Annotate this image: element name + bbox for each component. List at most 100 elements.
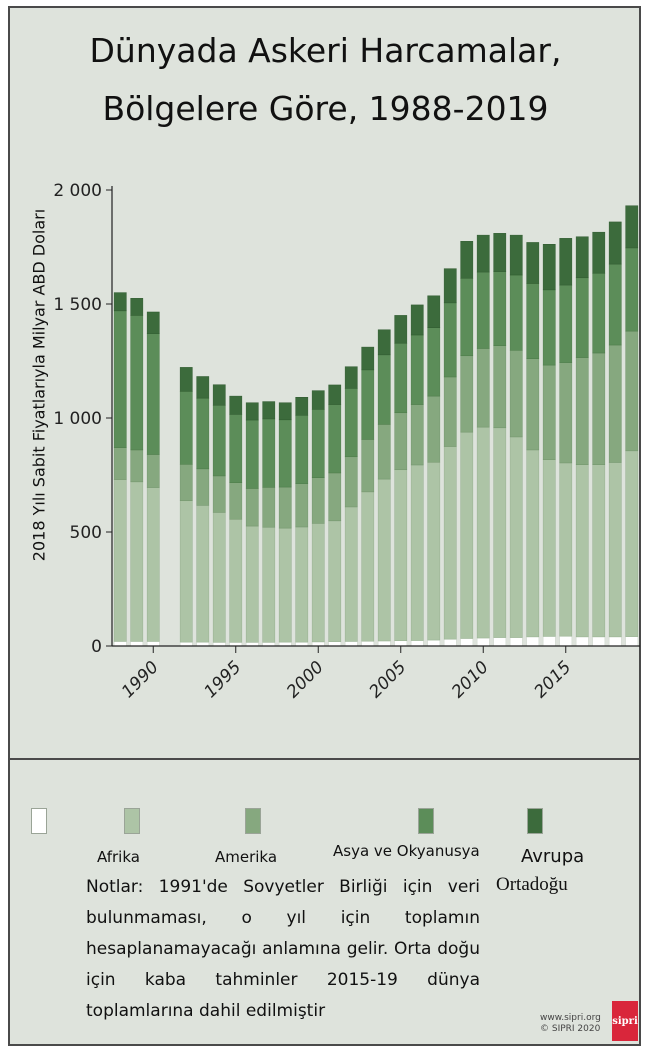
- bar-segment: [344, 388, 358, 458]
- bar-segment: [311, 477, 325, 524]
- bar-segment: [344, 456, 358, 508]
- legend-label-amerika: Amerika: [215, 848, 278, 866]
- bar-segment: [295, 397, 309, 416]
- bar-segment: [130, 481, 144, 642]
- bar-segment: [179, 464, 193, 502]
- bar-segment: [592, 352, 606, 465]
- bar-segment: [559, 635, 573, 647]
- notes-text: Notlar: 1991'de Sovyetler Birliği için v…: [86, 877, 480, 1021]
- bar-segment: [377, 478, 391, 642]
- bar-segment: [328, 520, 342, 642]
- bar-segment: [262, 418, 276, 488]
- bar-segment: [146, 311, 160, 334]
- bar-segment: [443, 446, 457, 640]
- bar-segment: [394, 469, 408, 642]
- bar-segment: [394, 640, 408, 647]
- bar-segment: [493, 233, 507, 272]
- bar-segment: [295, 415, 309, 484]
- bar-segment: [212, 512, 226, 643]
- bar-segment: [410, 404, 424, 466]
- bar-segment: [212, 404, 226, 477]
- bar-segment: [460, 638, 474, 647]
- bar-segment: [575, 277, 589, 358]
- bar-segment: [295, 526, 309, 643]
- bar-segment: [196, 468, 210, 506]
- y-tick-label: 1 500: [53, 295, 102, 315]
- bar-segment: [410, 334, 424, 405]
- bar-segment: [509, 234, 523, 276]
- bar-segment: [245, 488, 259, 527]
- bar-segment: [559, 284, 573, 363]
- bar-segment: [130, 298, 144, 316]
- legend-label-afrika: Afrika: [97, 848, 140, 866]
- bar-segment: [377, 354, 391, 425]
- x-tick-label: 2000: [283, 657, 328, 702]
- bar-segment: [146, 333, 160, 455]
- bar-segment: [344, 641, 358, 647]
- bar-segment: [278, 486, 292, 529]
- bar-segment: [410, 464, 424, 641]
- x-tick-label: 1990: [118, 657, 163, 702]
- bar-segment: [575, 636, 589, 647]
- bar-segment: [509, 637, 523, 647]
- bar-segment: [278, 527, 292, 643]
- bar-segment: [443, 376, 457, 447]
- bar-segment: [575, 464, 589, 638]
- bar-segment: [311, 409, 325, 478]
- bar-segment: [559, 462, 573, 637]
- bar-segment: [328, 404, 342, 474]
- bar-segment: [113, 292, 127, 312]
- bar-segment: [394, 315, 408, 344]
- bar-segment: [443, 302, 457, 378]
- title-line-1: Dünyada Askeri Harcamalar,: [89, 31, 562, 70]
- bar-segment: [328, 384, 342, 405]
- bar-segment: [130, 449, 144, 483]
- bar-segment: [146, 487, 160, 642]
- bar-segment: [229, 482, 243, 520]
- bar-segment: [592, 272, 606, 354]
- bar-segment: [427, 639, 441, 647]
- y-tick-label: 0: [91, 637, 102, 657]
- bar-segment: [476, 637, 490, 647]
- bar-segment: [377, 424, 391, 480]
- bar-segment: [592, 636, 606, 647]
- bar-segment: [196, 505, 210, 643]
- bar-segment: [509, 350, 523, 438]
- bar-segment: [460, 277, 474, 357]
- bar-segment: [113, 479, 127, 642]
- bar-segment: [542, 636, 556, 647]
- bar-segment: [146, 641, 160, 647]
- bar-segment: [328, 472, 342, 522]
- title-line-2: Bölgelere Göre, 1988-2019: [102, 89, 549, 128]
- bar-segment: [377, 329, 391, 356]
- bar-segment: [509, 436, 523, 638]
- bar-segment: [394, 412, 408, 471]
- bar-segment: [196, 376, 210, 399]
- bar-segment: [245, 402, 259, 421]
- bar-segment: [625, 247, 639, 332]
- bar-segment: [196, 397, 210, 470]
- bar-segment: [608, 344, 622, 463]
- bar-segment: [625, 330, 639, 452]
- source-credit: www.sipri.org © SIPRI 2020: [540, 1013, 601, 1035]
- bar-segment: [575, 357, 589, 465]
- legend-label-avrupa: Avrupa: [521, 846, 585, 867]
- bar-segment: [460, 355, 474, 433]
- bar-segment: [113, 641, 127, 647]
- chart-plot: 0 500 1 000 1 500 2 000 1990 1995 2000 2005 2010 2…: [53, 181, 640, 702]
- bar-segment: [608, 263, 622, 346]
- bar-segment: [212, 475, 226, 513]
- x-tick-label: 2015: [531, 657, 576, 702]
- divider: [10, 758, 639, 760]
- bar-segment: [575, 236, 589, 279]
- bar-segment: [229, 518, 243, 643]
- bar-segment: [625, 450, 639, 637]
- y-tick-label: 500: [70, 523, 102, 543]
- bar-segment: [493, 345, 507, 429]
- legend-label-ortadogu: Ortadoğu: [496, 874, 568, 895]
- bar-segment: [427, 295, 441, 328]
- bar-segment: [278, 419, 292, 488]
- bar-segment: [526, 242, 540, 284]
- bar-segment: [179, 391, 193, 465]
- bar-segment: [229, 395, 243, 415]
